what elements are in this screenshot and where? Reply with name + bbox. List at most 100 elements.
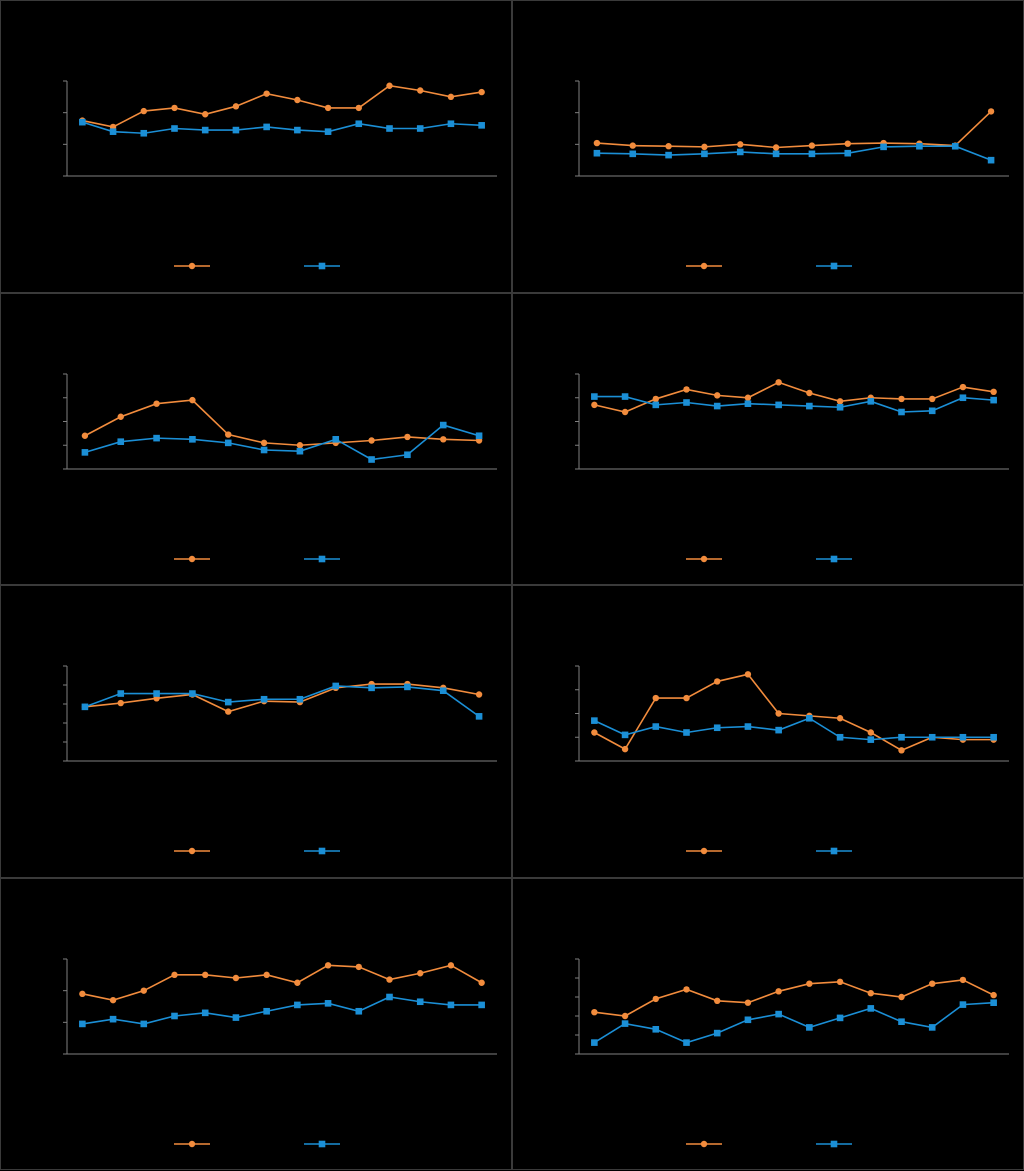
chart-title: P2O5 koncentráció szántón xyxy=(168,332,416,357)
data-point-uledek xyxy=(294,979,301,986)
series-line-talaj xyxy=(594,395,994,413)
data-point-talaj xyxy=(683,398,690,406)
data-point-talaj xyxy=(294,126,301,134)
x-tick-label: 8 xyxy=(805,479,814,498)
chart-panel-8: Co koncentráció szőlőültetvényen 0 10 20 30 4… xyxy=(512,877,1024,1170)
y-tick-label: 1 xyxy=(562,728,571,747)
y-tick-label: 60 xyxy=(40,695,59,714)
data-point-talaj xyxy=(959,1000,967,1008)
data-point-talaj xyxy=(260,446,268,453)
x-tick-label: 2 xyxy=(108,186,117,205)
x-tick-label: 1 xyxy=(590,1064,599,1083)
data-point-talaj xyxy=(836,403,844,411)
data-point-uledek xyxy=(386,975,393,983)
x-tick-label: 13 xyxy=(441,1064,460,1083)
x-tick-label: 11 xyxy=(893,1064,911,1083)
y-axis-label: mg/kg xyxy=(9,103,30,155)
data-point-talaj xyxy=(713,724,721,732)
data-point-talaj xyxy=(355,120,363,128)
data-point-talaj xyxy=(140,129,148,137)
x-tick-label: 11 xyxy=(893,479,911,498)
data-point-uledek xyxy=(447,961,455,969)
legend-marker-uledek xyxy=(700,847,708,855)
data-point-talaj xyxy=(189,690,196,697)
data-point-talaj xyxy=(898,733,905,741)
y-tick-label: 10 xyxy=(40,436,59,455)
data-point-uledek xyxy=(591,401,598,408)
data-point-talaj xyxy=(117,437,125,445)
data-point-talaj xyxy=(263,123,270,131)
x-tick-label: 11 xyxy=(381,1064,399,1083)
x-tick-label: 12 xyxy=(923,1064,942,1083)
x-tick-label: 8 xyxy=(293,1064,302,1083)
x-tick-label: 3 xyxy=(651,479,660,498)
x-tick-label: 1 xyxy=(590,479,599,498)
data-point-uledek xyxy=(744,671,752,678)
data-point-uledek xyxy=(959,976,967,983)
legend-marker-talaj xyxy=(830,1140,838,1147)
y-tick-label: 10 xyxy=(552,1026,571,1045)
legend-marker-talaj xyxy=(318,1140,326,1147)
series-line-talaj xyxy=(82,995,482,1025)
chart-panel-4: Zn koncentráció szőlőültetvényen 0 20 40 60 8… xyxy=(512,292,1024,585)
data-point-talaj xyxy=(475,713,483,720)
y-tick-label: 0 xyxy=(50,460,59,479)
data-point-talaj xyxy=(775,1010,782,1017)
x-tick-label: 12 xyxy=(470,479,489,498)
x-tick-label: 2 xyxy=(116,771,125,790)
y-tick-label: 50 xyxy=(552,950,571,969)
data-point-talaj xyxy=(171,1012,178,1019)
legend-marker-uledek xyxy=(700,555,708,562)
legend-label-talaj: Talaj xyxy=(858,550,897,571)
data-point-uledek xyxy=(386,82,393,89)
data-point-talaj xyxy=(775,401,782,408)
data-point-uledek xyxy=(867,729,874,736)
data-point-uledek xyxy=(232,974,240,981)
legend-label-uledek: Üledék xyxy=(728,842,788,863)
x-tick-label: 2 xyxy=(108,1064,117,1083)
data-point-talaj xyxy=(836,1014,844,1021)
x-tick-label: 10 xyxy=(349,186,368,205)
data-point-uledek xyxy=(775,710,782,717)
data-point-talaj xyxy=(294,1001,301,1008)
data-point-talaj xyxy=(591,392,598,400)
y-axis-label: mg/kg xyxy=(9,688,30,740)
data-point-uledek xyxy=(714,997,721,1004)
y-tick-label: 20 xyxy=(552,1007,571,1026)
legend-label-talaj: Talaj xyxy=(346,550,385,571)
data-point-talaj xyxy=(224,439,232,446)
data-point-uledek xyxy=(621,408,629,415)
x-tick-label: 11 xyxy=(434,771,452,790)
x-tick-label: 1 xyxy=(590,771,599,790)
x-tick-label: 10 xyxy=(349,1064,368,1083)
line-chart: Pb koncentráció szőlőültetvényen 0 20 40 60 1… xyxy=(9,917,497,1156)
data-point-uledek xyxy=(867,989,874,996)
data-point-talaj xyxy=(683,729,690,736)
data-point-uledek xyxy=(929,980,936,987)
data-point-uledek xyxy=(714,678,721,685)
x-tick-label: 7 xyxy=(774,479,783,498)
y-tick-label: 80 xyxy=(40,676,59,695)
data-point-talaj xyxy=(201,126,209,134)
y-tick-label: 40 xyxy=(552,969,571,988)
x-tick-label: 5 xyxy=(712,1064,721,1083)
series-line-uledek xyxy=(596,110,992,149)
data-point-talaj xyxy=(744,723,752,730)
y-tick-label: 0 xyxy=(562,460,571,479)
x-tick-label: 12 xyxy=(411,186,430,205)
x-tick-label: 14 xyxy=(984,1064,1003,1083)
y-tick-label: 60 xyxy=(40,72,59,91)
x-tick-label: 14 xyxy=(472,186,491,205)
y-tick-label: 2 xyxy=(562,705,571,724)
data-point-uledek xyxy=(189,396,196,403)
data-point-talaj xyxy=(201,1009,209,1016)
chart-panel-3: P2O5 koncentráció szántón 0 10 20 30 40 1 2 3 4 5 6… xyxy=(0,292,512,585)
data-point-talaj xyxy=(416,125,424,132)
data-point-uledek xyxy=(368,436,375,444)
y-tick-label: 40 xyxy=(552,412,571,431)
data-point-uledek xyxy=(701,143,708,151)
x-tick-label: 2 xyxy=(620,479,629,498)
data-point-talaj xyxy=(867,736,875,743)
x-tick-label: 5 xyxy=(712,771,721,790)
data-point-talaj xyxy=(629,150,637,158)
